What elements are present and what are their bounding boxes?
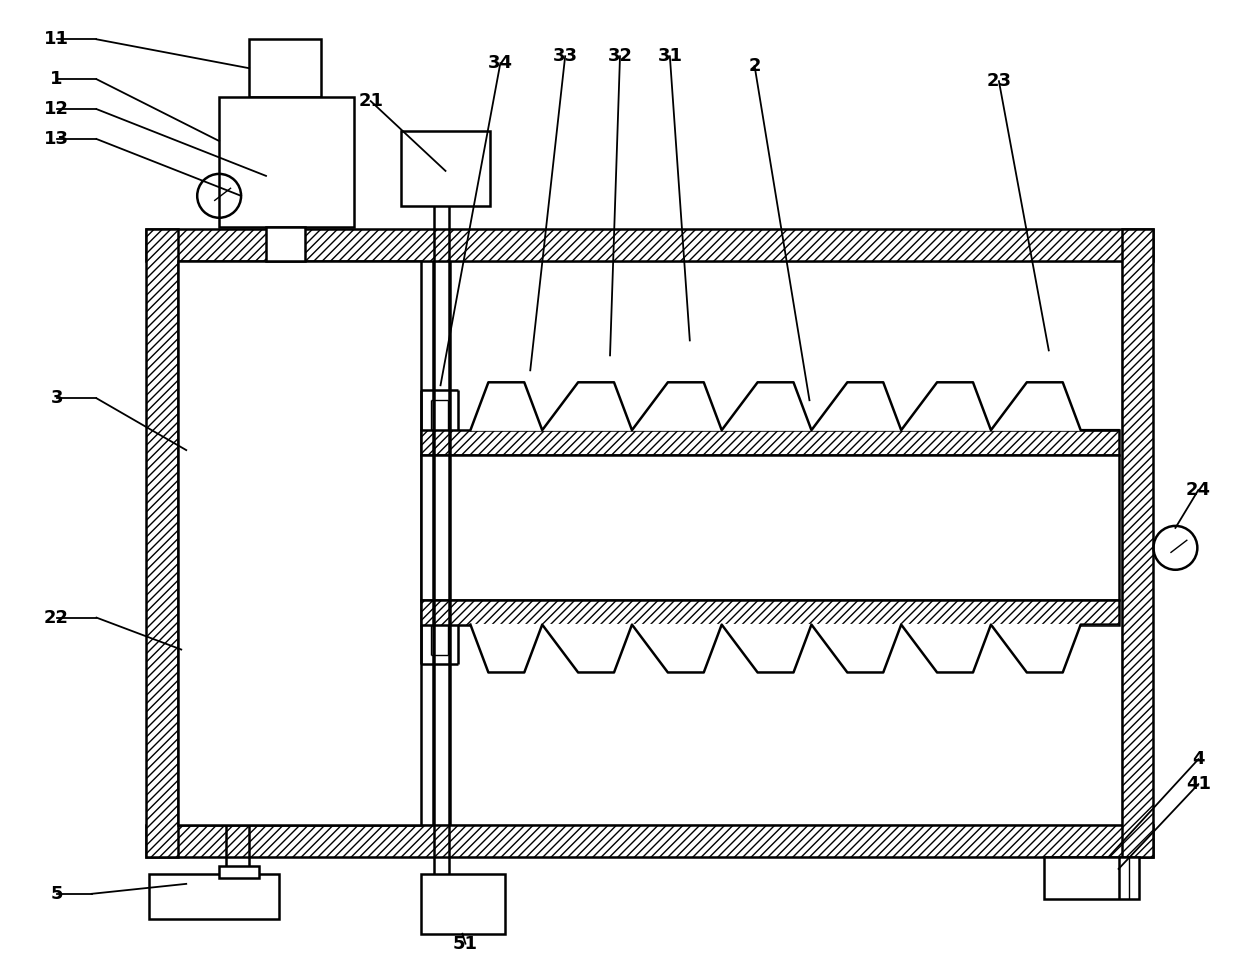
Bar	[401, 131, 490, 206]
Bar	[249, 39, 321, 97]
Text: 23: 23	[986, 72, 1012, 90]
Bar	[420, 874, 506, 934]
Bar	[420, 599, 1118, 625]
Bar	[146, 229, 1153, 261]
Text: 51: 51	[453, 935, 477, 953]
Text: 24: 24	[1185, 481, 1210, 499]
Text: 13: 13	[45, 130, 69, 148]
Bar	[179, 261, 420, 825]
Text: 1: 1	[51, 70, 63, 89]
Text: 4: 4	[1192, 750, 1204, 769]
Bar	[420, 430, 1118, 455]
Bar	[179, 261, 1121, 825]
Bar	[219, 866, 259, 878]
Bar	[420, 455, 1118, 599]
Bar	[146, 229, 179, 857]
Bar	[1121, 229, 1153, 857]
Text: 2: 2	[749, 57, 761, 75]
Text: 32: 32	[608, 48, 632, 65]
Text: 41: 41	[1185, 775, 1210, 793]
Polygon shape	[470, 382, 1118, 430]
Text: 33: 33	[553, 48, 578, 65]
Text: 11: 11	[45, 30, 69, 49]
Text: 22: 22	[45, 609, 69, 627]
Text: 12: 12	[45, 100, 69, 118]
Bar	[1044, 857, 1138, 899]
Text: 34: 34	[487, 54, 513, 72]
Bar	[219, 97, 353, 227]
Polygon shape	[470, 625, 1118, 672]
Text: 21: 21	[358, 92, 383, 110]
Text: 31: 31	[657, 48, 682, 65]
Bar	[267, 227, 305, 261]
Text: 5: 5	[51, 884, 63, 903]
Bar	[149, 874, 279, 919]
Text: 3: 3	[51, 389, 63, 408]
Bar	[146, 825, 1153, 857]
